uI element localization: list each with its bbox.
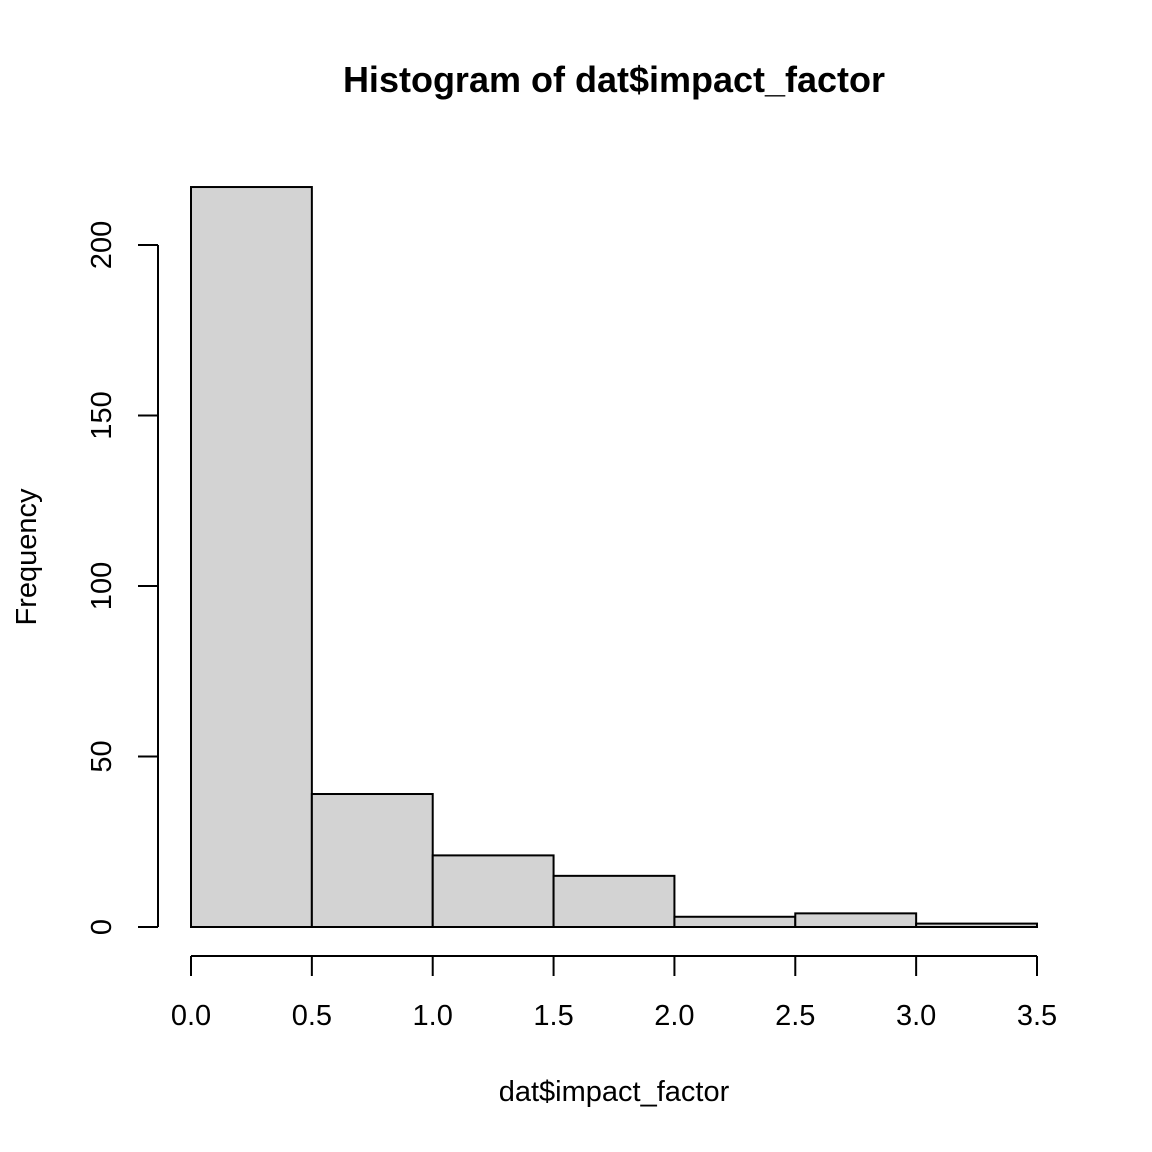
chart-title: Histogram of dat$impact_factor [343,59,885,100]
y-tick-label-4: 200 [86,221,118,269]
y-tick-label-2: 100 [86,562,118,610]
histogram-bar-5 [794,912,918,928]
y-axis: 0 50 100 150 200 [86,221,159,935]
y-axis-label: Frequency [11,488,43,626]
x-axis: 0.0 0.5 1.0 1.5 2.0 2.5 3.0 3.5 [171,955,1057,1032]
x-tick-label-6: 3.0 [896,1000,936,1032]
histogram-bar-2 [431,854,555,929]
histogram-bar-3 [552,874,676,928]
x-tick-label-2: 1.0 [413,1000,453,1032]
x-axis-label: dat$impact_factor [499,1076,730,1108]
bars-group [190,186,1039,929]
y-tick-label-3: 150 [86,391,118,439]
y-tick-label-1: 50 [86,740,118,772]
x-tick-label-0: 0.0 [171,1000,211,1032]
histogram-bar-6 [915,922,1039,929]
x-tick-label-7: 3.5 [1017,1000,1057,1032]
x-tick-label-3: 1.5 [533,1000,573,1032]
histogram-bar-1 [310,793,434,929]
histogram-bar-0 [190,186,313,928]
y-tick-label-0: 0 [86,919,118,935]
x-tick-label-4: 2.0 [654,1000,694,1032]
x-tick-label-1: 0.5 [292,1000,332,1032]
histogram-bar-4 [673,915,797,929]
x-tick-label-5: 2.5 [775,1000,815,1032]
